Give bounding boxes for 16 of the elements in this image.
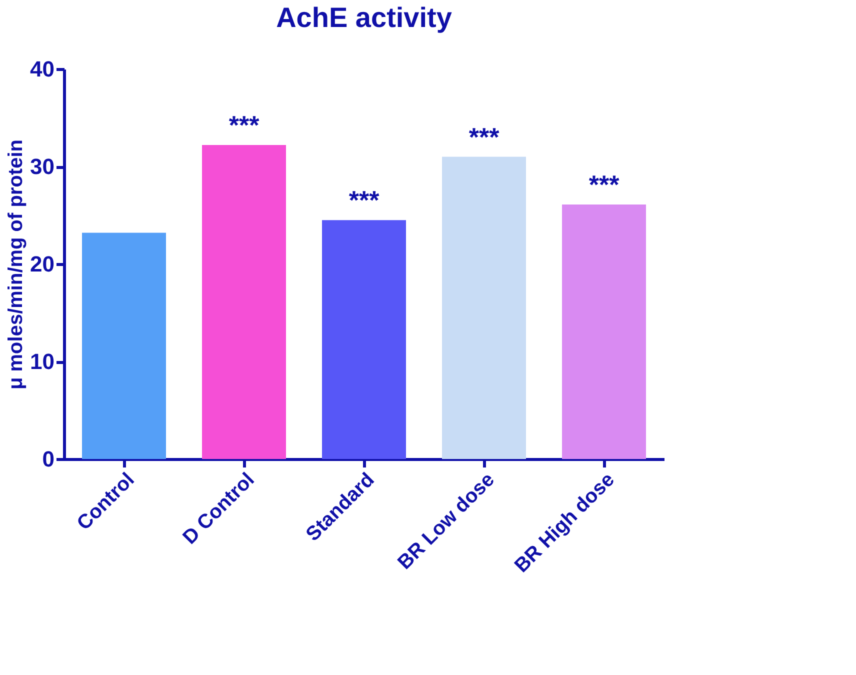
chart-title: AchE activity	[276, 2, 452, 33]
y-axis-title: μ moles/min/mg of protein	[5, 139, 28, 390]
bar	[82, 232, 166, 459]
annotation: ***	[228, 110, 260, 140]
annotation: ***	[468, 122, 500, 152]
y-tick-label: 0	[42, 446, 54, 472]
annotation: ***	[348, 185, 380, 216]
bar	[202, 145, 286, 459]
bar	[442, 156, 526, 459]
y-tick-label: 40	[30, 56, 54, 82]
y-tick-label: 10	[30, 349, 54, 374]
annotation: ***	[588, 170, 620, 200]
bar	[562, 204, 646, 459]
y-tick-label: 20	[30, 252, 54, 276]
bar	[322, 220, 406, 459]
y-tick-label: 30	[30, 154, 54, 179]
